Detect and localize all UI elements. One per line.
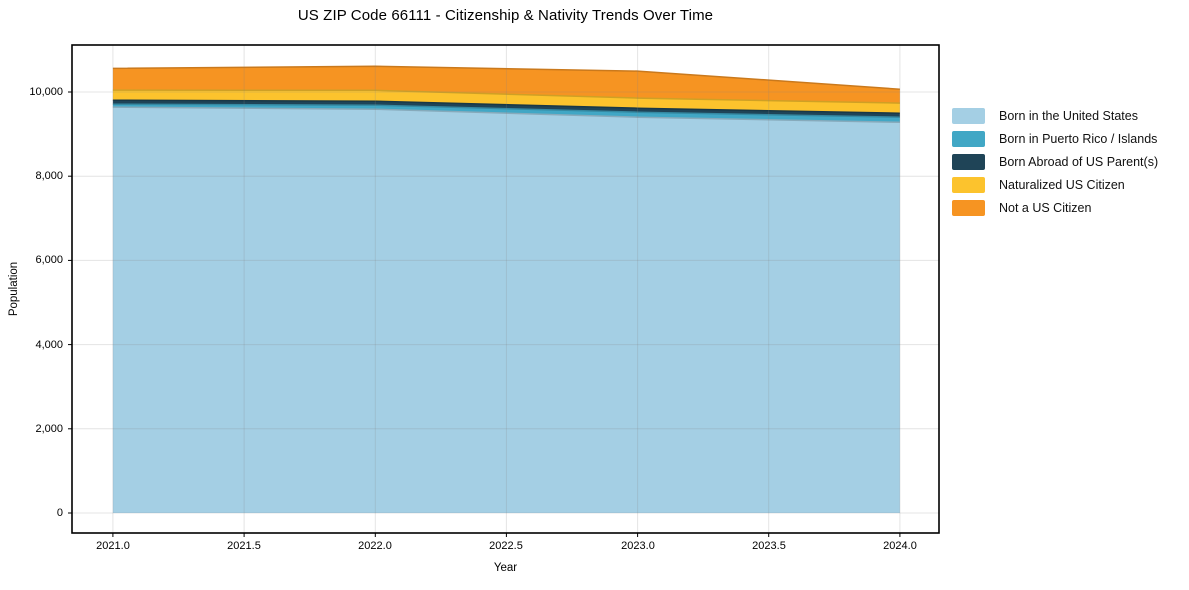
legend-swatch-icon — [952, 200, 985, 216]
x-tick-label: 2024.0 — [883, 540, 917, 552]
x-tick-label: 2021.0 — [96, 540, 130, 552]
legend-label: Born in Puerto Rico / Islands — [999, 132, 1158, 146]
legend-label: Naturalized US Citizen — [999, 178, 1125, 192]
y-tick-label: 6,000 — [35, 254, 63, 266]
x-tick-label: 2021.5 — [227, 540, 261, 552]
y-tick-label: 2,000 — [35, 423, 63, 435]
legend-label: Born in the United States — [999, 109, 1138, 123]
area-edge-3 — [112, 89, 900, 104]
legend-item-1: Born in Puerto Rico / Islands — [952, 131, 1158, 147]
plot-border — [71, 44, 940, 534]
y-tick-label: 0 — [56, 507, 63, 519]
legend: Born in the United States Born in Puerto … — [952, 108, 1158, 223]
x-tick-label: 2022.0 — [358, 540, 392, 552]
area-edge-4 — [112, 65, 900, 90]
area-series-0 — [112, 107, 900, 513]
legend-swatch-icon — [952, 154, 985, 170]
area-series-4 — [112, 66, 900, 104]
x-tick-label: 2023.0 — [621, 540, 655, 552]
chart-title: US ZIP Code 66111 - Citizenship & Nativi… — [297, 7, 714, 24]
legend-item-3: Naturalized US Citizen — [952, 177, 1158, 193]
legend-item-2: Born Abroad of US Parent(s) — [952, 154, 1158, 170]
legend-swatch-icon — [952, 108, 985, 124]
legend-swatch-icon — [952, 177, 985, 193]
legend-item-0: Born in the United States — [952, 108, 1158, 124]
y-tick-label: 10,000 — [29, 86, 63, 98]
area-series-3 — [112, 90, 900, 114]
legend-label: Born Abroad of US Parent(s) — [999, 155, 1159, 169]
area-edge-2 — [112, 99, 900, 114]
x-tick-label: 2022.5 — [489, 540, 523, 552]
area-edge-0 — [112, 106, 900, 124]
y-axis-label: Population — [8, 261, 20, 317]
legend-label: Not a US Citizen — [999, 201, 1092, 215]
y-tick-label: 8,000 — [35, 170, 63, 182]
area-edge-1 — [112, 103, 900, 118]
legend-swatch-icon — [952, 131, 985, 147]
legend-item-4: Not a US Citizen — [952, 200, 1158, 216]
x-axis-label: Year — [493, 562, 518, 574]
y-tick-label: 4,000 — [35, 339, 63, 351]
x-tick-label: 2023.5 — [752, 540, 786, 552]
